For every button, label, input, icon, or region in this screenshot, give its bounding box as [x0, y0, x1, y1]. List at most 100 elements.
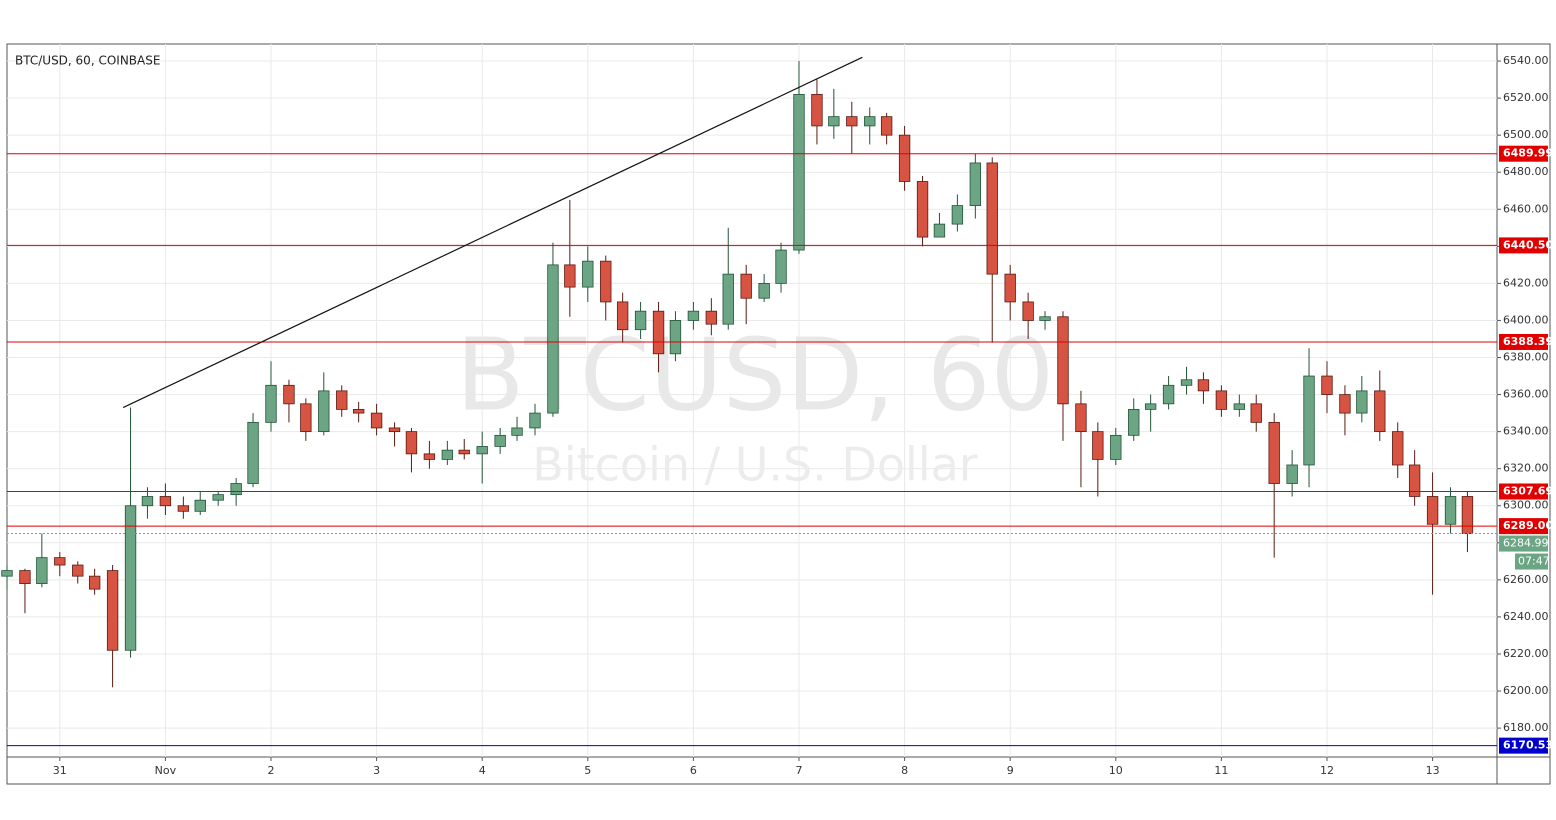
candle-body [1057, 316, 1069, 405]
x-tick-label: 7 [795, 764, 802, 777]
candle-body [775, 249, 787, 284]
candle-body [616, 301, 629, 331]
y-tick-label: 6260.00 [1503, 573, 1549, 586]
candle-body [1286, 464, 1298, 484]
candle-body [476, 446, 488, 455]
candle-body [634, 310, 647, 331]
candle-body [283, 384, 295, 405]
frame [6, 43, 1551, 785]
candle-body [916, 181, 929, 238]
y-tick-label: 6400.00 [1503, 313, 1549, 326]
candle-body [1, 570, 13, 577]
candle-body [54, 557, 66, 566]
candle-body [423, 453, 436, 460]
candle-body [1110, 434, 1122, 460]
candle-body [72, 564, 84, 577]
candle-body [828, 116, 840, 127]
candle-body [1426, 496, 1439, 525]
y-tick-label: 6380.00 [1503, 351, 1549, 364]
level-label-bg [1499, 737, 1548, 754]
candle-body [1022, 301, 1034, 321]
candle-body [1444, 496, 1457, 525]
candle-body [1321, 375, 1333, 395]
candle-body [441, 449, 454, 460]
candle-body [458, 449, 470, 455]
y-tick-label: 6300.00 [1503, 499, 1549, 512]
level-label: 6388.39 [1503, 335, 1553, 348]
candle-body [19, 570, 31, 584]
candle-body [405, 431, 418, 455]
y-tick-label: 6520.00 [1503, 91, 1549, 104]
candle-body [88, 575, 101, 590]
candle-body [494, 434, 506, 447]
candle-body [864, 116, 876, 127]
candle-body [986, 162, 998, 275]
x-tick-label: 9 [1007, 764, 1014, 777]
price-label: 6284.99 [1503, 537, 1549, 550]
candle-body [811, 93, 823, 127]
candle-body [600, 260, 612, 303]
y-tick-label: 6240.00 [1503, 610, 1549, 623]
level-label: 6170.53 [1503, 739, 1553, 752]
candle-body [722, 273, 734, 325]
x-tick-label: 10 [1109, 764, 1123, 777]
level-label-bg [1499, 145, 1548, 162]
candle-body [1233, 403, 1246, 410]
candle-body [1374, 390, 1386, 433]
candle-body [951, 205, 964, 225]
candle-body [1356, 390, 1368, 414]
chart-title: BTC/USD, 60, COINBASE [15, 54, 160, 68]
candle-body [1303, 375, 1315, 466]
candle-body [159, 496, 172, 507]
trendline [122, 56, 863, 409]
x-tick-label: 13 [1426, 764, 1440, 777]
candle-body [352, 408, 365, 414]
countdown-bg [1515, 553, 1548, 570]
candle-body [265, 384, 277, 423]
level-label: 6307.69 [1503, 484, 1553, 497]
candle-body [106, 570, 119, 651]
x-tick-label: 8 [901, 764, 908, 777]
y-tick-label: 6460.00 [1503, 202, 1549, 215]
x-tick-label: 31 [53, 764, 67, 777]
candle-body [230, 483, 242, 496]
candle-body [705, 310, 718, 325]
x-tick-label: 3 [373, 764, 380, 777]
candle-body [177, 505, 190, 512]
candle-body [758, 282, 770, 299]
candle-body [1392, 431, 1404, 466]
level-label-bg [1499, 333, 1548, 350]
watermark: BTCUSD, 60 [456, 316, 1054, 433]
candle-body [547, 264, 559, 414]
y-tick-label: 6200.00 [1503, 684, 1549, 697]
y-tick-label: 6220.00 [1503, 647, 1549, 660]
x-tick-label: 4 [479, 764, 486, 777]
candle-body [1144, 403, 1157, 410]
candle-body [880, 116, 893, 136]
candle-body [582, 260, 594, 288]
candle-body [1180, 379, 1193, 386]
level-label: 6289.00 [1503, 519, 1553, 532]
level-label: 6440.50 [1503, 238, 1553, 251]
y-tick-label: 6500.00 [1503, 128, 1549, 141]
y-tick-label: 6540.00 [1503, 54, 1549, 67]
candle-body [1162, 384, 1175, 405]
candle-body [124, 505, 137, 651]
level-label-bg [1499, 518, 1548, 535]
x-tick-label: 5 [584, 764, 591, 777]
candle-body [669, 320, 682, 355]
candle-body [1004, 273, 1016, 303]
x-tick-label: 6 [690, 764, 697, 777]
candle-body [1461, 496, 1474, 534]
y-tick-label: 6340.00 [1503, 425, 1549, 438]
x-tick-label: 11 [1214, 764, 1228, 777]
candle-body [898, 134, 911, 182]
candle-body [1339, 394, 1351, 414]
candle-body [793, 93, 805, 251]
price-label-bg [1499, 535, 1548, 552]
x-tick-label: 12 [1320, 764, 1334, 777]
candle-body [1128, 408, 1140, 436]
candle-body [564, 264, 576, 288]
candle-body [141, 496, 154, 507]
